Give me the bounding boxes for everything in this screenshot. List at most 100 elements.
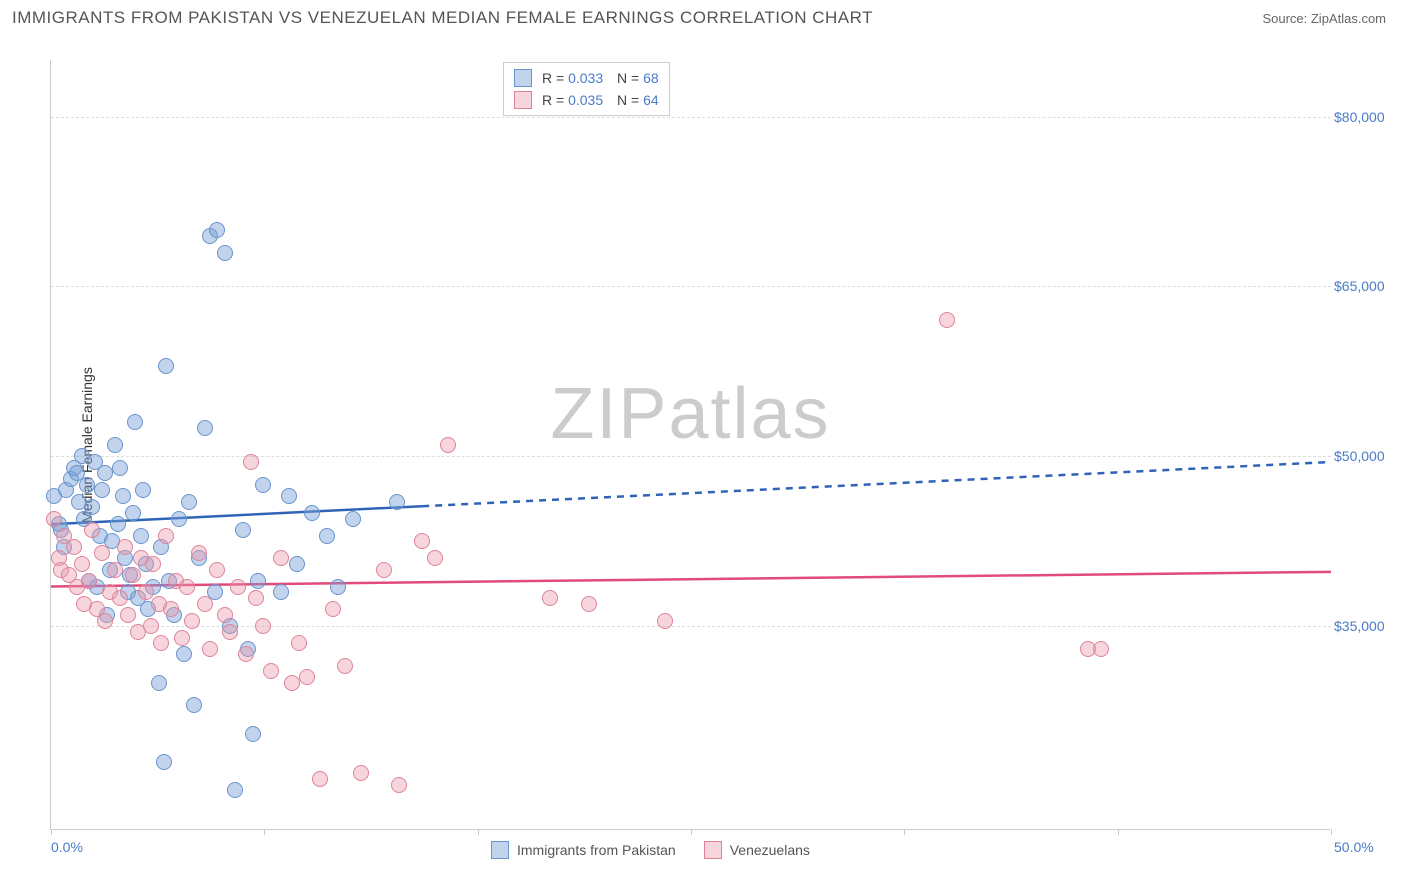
swatch-series-0 xyxy=(514,69,532,87)
bottom-legend: Immigrants from Pakistan Venezuelans xyxy=(491,841,810,859)
stat-row-1: R = 0.035 N = 64 xyxy=(514,89,659,111)
stat-legend: R = 0.033 N = 68 R = 0.035 N = 64 xyxy=(503,62,670,116)
x-tick-min: 0.0% xyxy=(51,839,83,855)
legend-label-0: Immigrants from Pakistan xyxy=(517,842,676,858)
data-point-series-1 xyxy=(158,528,174,544)
stat-r-0: 0.033 xyxy=(568,70,603,86)
data-point-series-1 xyxy=(81,573,97,589)
data-point-series-1 xyxy=(184,613,200,629)
data-point-series-1 xyxy=(179,579,195,595)
data-point-series-1 xyxy=(263,663,279,679)
y-tick-label: $50,000 xyxy=(1334,448,1390,464)
legend-swatch-0 xyxy=(491,841,509,859)
data-point-series-1 xyxy=(197,596,213,612)
data-point-series-1 xyxy=(230,579,246,595)
data-point-series-1 xyxy=(657,613,673,629)
data-point-series-0 xyxy=(110,516,126,532)
data-point-series-0 xyxy=(84,499,100,515)
source-label: Source: ZipAtlas.com xyxy=(1262,11,1386,26)
data-point-series-0 xyxy=(227,782,243,798)
data-point-series-1 xyxy=(145,556,161,572)
trend-line xyxy=(422,462,1331,506)
data-point-series-0 xyxy=(115,488,131,504)
data-point-series-0 xyxy=(112,460,128,476)
data-point-series-0 xyxy=(79,477,95,493)
data-point-series-1 xyxy=(376,562,392,578)
data-point-series-1 xyxy=(291,635,307,651)
data-point-series-0 xyxy=(330,579,346,595)
swatch-series-1 xyxy=(514,91,532,109)
data-point-series-1 xyxy=(299,669,315,685)
data-point-series-1 xyxy=(391,777,407,793)
data-point-series-1 xyxy=(191,545,207,561)
data-point-series-1 xyxy=(312,771,328,787)
data-point-series-1 xyxy=(273,550,289,566)
data-point-series-1 xyxy=(209,562,225,578)
data-point-series-1 xyxy=(939,312,955,328)
trend-lines-svg xyxy=(51,60,1331,830)
data-point-series-1 xyxy=(353,765,369,781)
stat-row-0: R = 0.033 N = 68 xyxy=(514,67,659,89)
data-point-series-0 xyxy=(217,245,233,261)
data-point-series-0 xyxy=(176,646,192,662)
data-point-series-0 xyxy=(289,556,305,572)
data-point-series-1 xyxy=(427,550,443,566)
data-point-series-1 xyxy=(174,630,190,646)
data-point-series-1 xyxy=(248,590,264,606)
data-point-series-1 xyxy=(46,511,62,527)
data-point-series-0 xyxy=(250,573,266,589)
data-point-series-1 xyxy=(74,556,90,572)
data-point-series-1 xyxy=(542,590,558,606)
data-point-series-1 xyxy=(153,635,169,651)
data-point-series-0 xyxy=(171,511,187,527)
data-point-series-0 xyxy=(125,505,141,521)
data-point-series-1 xyxy=(107,562,123,578)
data-point-series-1 xyxy=(202,641,218,657)
y-gridline xyxy=(51,117,1331,118)
data-point-series-0 xyxy=(135,482,151,498)
data-point-series-1 xyxy=(66,539,82,555)
data-point-series-0 xyxy=(209,222,225,238)
y-gridline xyxy=(51,626,1331,627)
data-point-series-1 xyxy=(238,646,254,662)
x-tick xyxy=(691,829,692,835)
data-point-series-1 xyxy=(581,596,597,612)
watermark-atlas: atlas xyxy=(668,374,830,454)
data-point-series-0 xyxy=(319,528,335,544)
watermark-zip: ZIP xyxy=(550,374,668,454)
stat-r-1: 0.035 xyxy=(568,92,603,108)
x-tick-max: 50.0% xyxy=(1334,839,1390,855)
data-point-series-1 xyxy=(163,601,179,617)
data-point-series-0 xyxy=(235,522,251,538)
data-point-series-1 xyxy=(217,607,233,623)
legend-label-1: Venezuelans xyxy=(730,842,810,858)
data-point-series-1 xyxy=(284,675,300,691)
chart-area: Median Female Earnings $35,000$50,000$65… xyxy=(50,60,1390,830)
data-point-series-1 xyxy=(112,590,128,606)
stat-n-1: 64 xyxy=(643,92,659,108)
data-point-series-0 xyxy=(304,505,320,521)
data-point-series-0 xyxy=(97,465,113,481)
data-point-series-1 xyxy=(94,545,110,561)
data-point-series-1 xyxy=(255,618,271,634)
x-tick xyxy=(478,829,479,835)
trend-line xyxy=(51,506,422,524)
data-point-series-0 xyxy=(273,584,289,600)
data-point-series-1 xyxy=(1093,641,1109,657)
data-point-series-0 xyxy=(151,675,167,691)
data-point-series-0 xyxy=(107,437,123,453)
x-tick xyxy=(1118,829,1119,835)
data-point-series-0 xyxy=(281,488,297,504)
data-point-series-0 xyxy=(186,697,202,713)
x-tick xyxy=(904,829,905,835)
data-point-series-1 xyxy=(97,613,113,629)
x-tick xyxy=(264,829,265,835)
y-tick-label: $35,000 xyxy=(1334,618,1390,634)
data-point-series-1 xyxy=(84,522,100,538)
data-point-series-1 xyxy=(243,454,259,470)
watermark: ZIPatlas xyxy=(550,373,830,455)
y-tick-label: $65,000 xyxy=(1334,278,1390,294)
data-point-series-0 xyxy=(156,754,172,770)
data-point-series-0 xyxy=(127,414,143,430)
data-point-series-0 xyxy=(181,494,197,510)
